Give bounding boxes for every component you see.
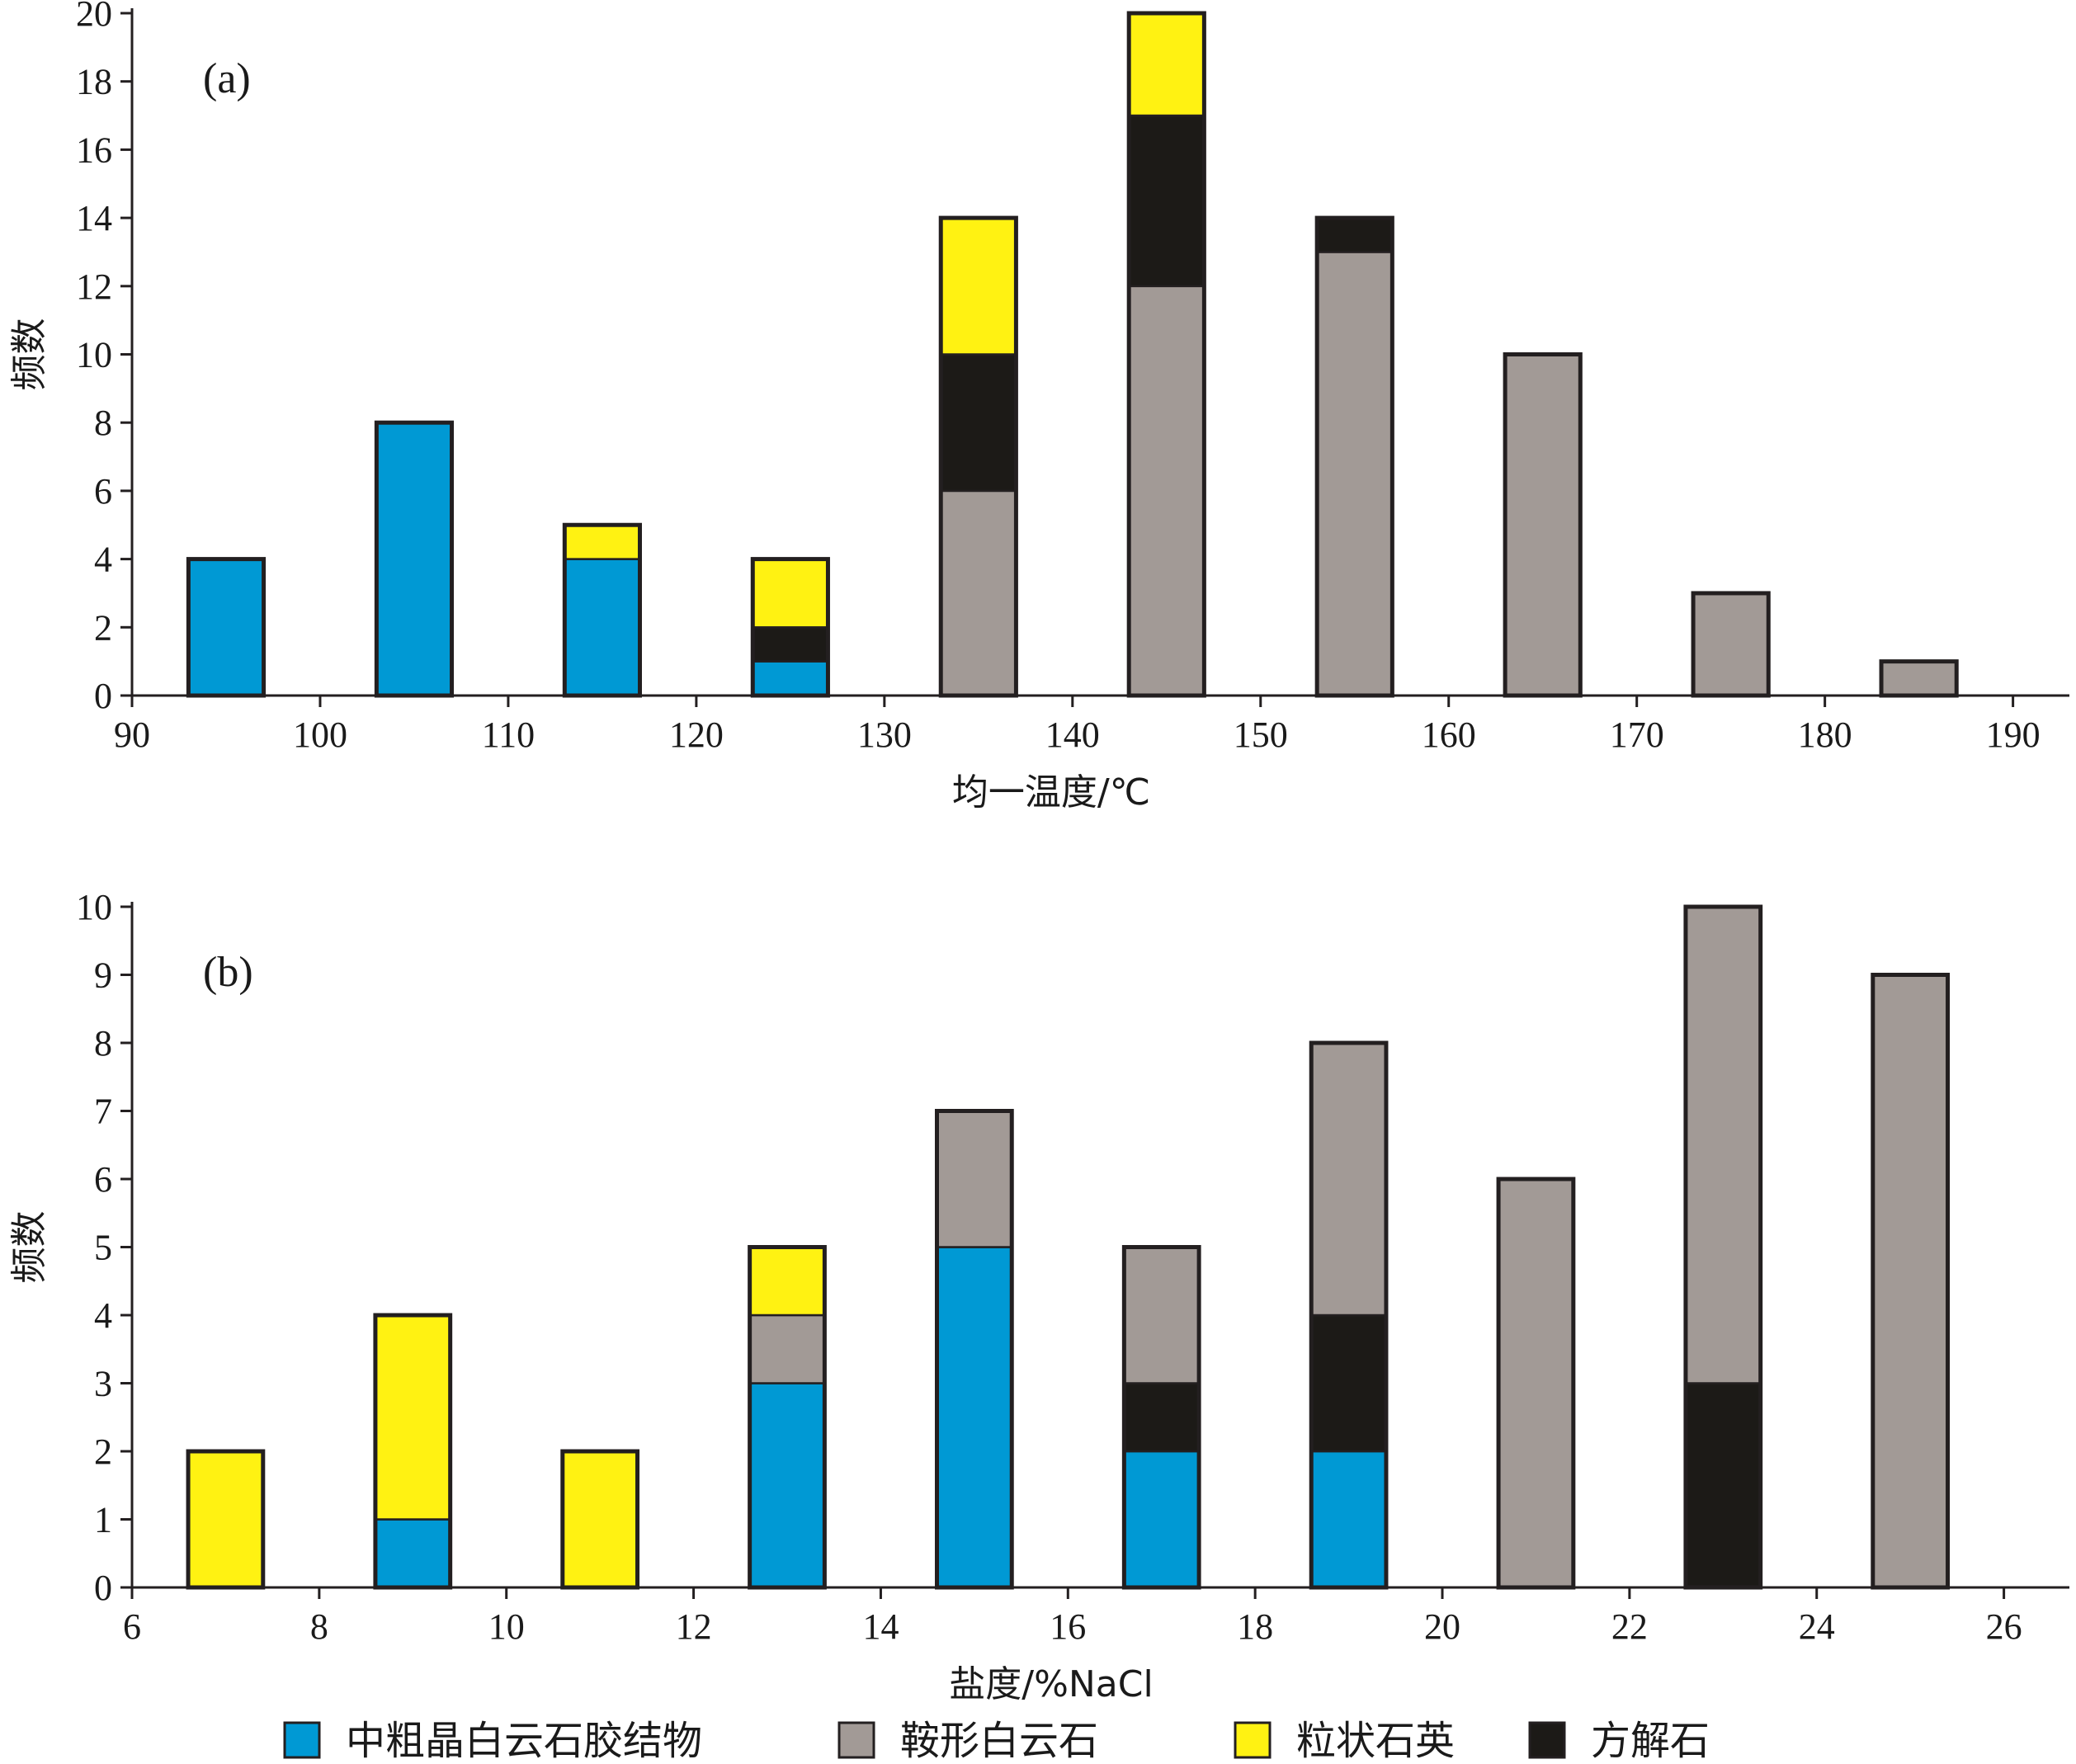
bar-a-x145-s4 <box>1127 114 1205 288</box>
y-tick-label-a-14: 14 <box>76 198 112 238</box>
bar-b-x21-s2 <box>1497 1177 1575 1589</box>
y-tick-label-a-10: 10 <box>76 335 112 375</box>
x-tick-label-a-90: 90 <box>114 715 150 755</box>
legend-swatch-yellow-square <box>1234 1721 1272 1759</box>
bar-a-x155-s3 <box>1315 251 1394 697</box>
bar-a-x155-s4 <box>1315 216 1394 253</box>
bar-b-x9-s0 <box>374 1518 451 1589</box>
x-tick-label-b-10: 10 <box>488 1606 525 1647</box>
x-axis-label-a: 均一温度/℃ <box>952 771 1150 814</box>
bar-a-x115-s0 <box>564 558 641 697</box>
panel-label-a: (a) <box>203 55 251 102</box>
y-tick-label-a-6: 6 <box>94 471 112 512</box>
legend-label-2: 粒状石英 <box>1296 1718 1455 1764</box>
y-tick-label-b-0: 0 <box>94 1568 112 1608</box>
y-axis-label-a: 频数 <box>8 318 50 391</box>
y-tick-label-a-8: 8 <box>94 403 112 443</box>
bar-b-x25-s2 <box>1871 974 1949 1589</box>
bar-a-x145-s3 <box>1127 285 1205 697</box>
legend-swatch-blue-square <box>283 1721 321 1759</box>
bar-a-x105-s0 <box>375 421 453 697</box>
bar-a-x125-s2 <box>752 558 829 629</box>
x-tick-label-a-140: 140 <box>1045 715 1100 755</box>
bar-b-x7-s3 <box>186 1450 265 1589</box>
y-tick-label-a-2: 2 <box>94 607 112 648</box>
x-tick-label-a-160: 160 <box>1422 715 1476 755</box>
y-tick-label-b-4: 4 <box>94 1295 112 1336</box>
bar-b-x17-s0 <box>1123 1450 1201 1589</box>
y-tick-label-b-3: 3 <box>94 1364 112 1404</box>
bar-b-x17-s1 <box>1123 1382 1201 1453</box>
bar-a-x125-s0 <box>752 660 829 697</box>
panel-label-b: (b) <box>203 949 253 996</box>
x-tick-label-b-16: 16 <box>1050 1606 1086 1647</box>
y-tick-label-b-10: 10 <box>76 887 112 927</box>
x-tick-label-b-18: 18 <box>1237 1606 1273 1647</box>
y-tick-label-a-12: 12 <box>76 266 112 307</box>
x-tick-label-b-22: 22 <box>1611 1606 1648 1647</box>
x-tick-label-a-190: 190 <box>1986 715 2041 755</box>
bar-a-x135-s3 <box>939 489 1017 697</box>
bar-a-x135-s4 <box>939 353 1017 493</box>
y-tick-label-a-18: 18 <box>76 62 112 102</box>
bar-a-x145-s5 <box>1127 12 1205 117</box>
y-tick-label-b-8: 8 <box>94 1023 112 1064</box>
y-tick-label-b-2: 2 <box>94 1431 112 1472</box>
x-tick-label-a-120: 120 <box>669 715 724 755</box>
bar-b-x15-s0 <box>936 1246 1013 1589</box>
x-tick-label-a-130: 130 <box>857 715 912 755</box>
bar-a-x185-s3 <box>1880 660 1958 697</box>
legend-swatch-black-square <box>1528 1721 1566 1759</box>
legend-swatch-gray-square <box>837 1721 875 1759</box>
bar-b-x19-s0 <box>1309 1450 1388 1589</box>
y-tick-label-a-16: 16 <box>76 130 112 170</box>
legend-label-3: 方解石 <box>1591 1718 1710 1764</box>
y-axis-label-b: 频数 <box>8 1211 50 1284</box>
x-tick-label-a-110: 110 <box>482 715 535 755</box>
legend-label-0: 中粗晶白云石胶结物 <box>346 1718 702 1764</box>
y-tick-label-a-0: 0 <box>94 676 112 716</box>
y-tick-label-b-5: 5 <box>94 1228 112 1268</box>
bar-a-x175-s3 <box>1691 592 1770 697</box>
x-tick-label-b-6: 6 <box>123 1606 141 1647</box>
x-tick-label-b-24: 24 <box>1799 1606 1835 1647</box>
y-tick-label-a-4: 4 <box>94 540 112 580</box>
bar-b-x13-s0 <box>748 1382 826 1589</box>
x-tick-label-a-100: 100 <box>293 715 347 755</box>
x-tick-label-b-12: 12 <box>676 1606 712 1647</box>
y-tick-label-b-7: 7 <box>94 1092 112 1132</box>
y-tick-label-b-9: 9 <box>94 955 112 996</box>
bar-b-x9-s3 <box>374 1314 451 1521</box>
y-tick-label-b-1: 1 <box>94 1500 112 1540</box>
bar-a-x95-s0 <box>187 558 265 697</box>
x-tick-label-b-26: 26 <box>1986 1606 2022 1647</box>
bar-b-x17-s2 <box>1123 1246 1201 1384</box>
bar-b-x13-s3 <box>748 1246 826 1317</box>
y-tick-label-b-6: 6 <box>94 1159 112 1200</box>
bar-a-x125-s1 <box>752 626 829 663</box>
bar-b-x15-s2 <box>936 1110 1013 1248</box>
x-tick-label-a-150: 150 <box>1234 715 1288 755</box>
x-tick-label-a-180: 180 <box>1798 715 1852 755</box>
bar-a-x165-s3 <box>1503 353 1582 697</box>
bar-a-x115-s2 <box>564 524 641 560</box>
bar-b-x19-s2 <box>1309 1041 1388 1317</box>
x-tick-label-b-20: 20 <box>1424 1606 1460 1647</box>
bar-b-x13-s2 <box>748 1314 826 1384</box>
bar-b-x19-s1 <box>1309 1314 1388 1453</box>
bar-b-x11-s3 <box>561 1450 639 1589</box>
x-tick-label-b-14: 14 <box>862 1606 899 1647</box>
y-tick-label-a-20: 20 <box>76 0 112 34</box>
bar-b-x23-s1 <box>1684 1382 1762 1589</box>
legend: 中粗晶白云石胶结物 鞍形白云石 粒状石英 方解石 <box>283 1718 1710 1764</box>
x-axis-label-b: 盐度/%NaCl <box>949 1663 1153 1705</box>
bar-a-x135-s5 <box>939 216 1017 356</box>
x-tick-label-a-170: 170 <box>1610 715 1664 755</box>
x-tick-label-b-8: 8 <box>310 1606 328 1647</box>
bar-b-x23-s2 <box>1684 905 1762 1384</box>
legend-label-1: 鞍形白云石 <box>900 1718 1098 1764</box>
chart-panel-a: 0 2 4 6 8 10 12 14 16 18 20 90 100 110 120 130 140 150 160… <box>8 0 2069 814</box>
